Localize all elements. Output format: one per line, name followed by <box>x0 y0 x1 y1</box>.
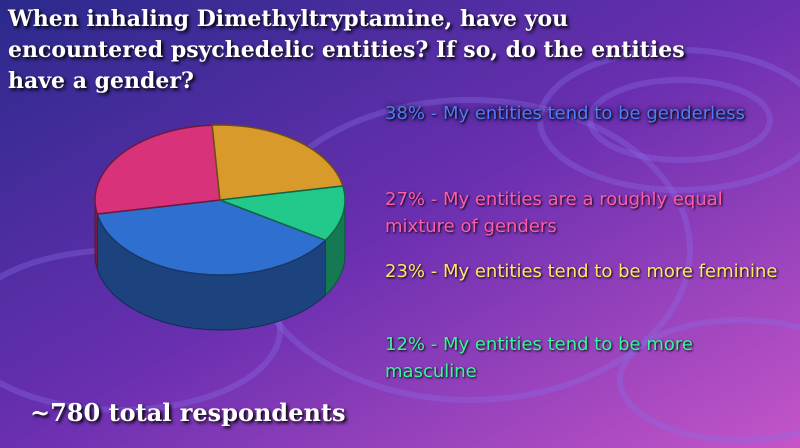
total-respondents: ~780 total respondents <box>30 398 346 427</box>
legend-genderless: 38% - My entities tend to be genderless <box>385 100 785 127</box>
chart-title: When inhaling Dimethyltryptamine, have y… <box>8 4 708 97</box>
legend-mixture: 27% - My entities are a roughly equal mi… <box>385 186 785 240</box>
legend-masculine: 12% - My entities tend to be more mascul… <box>385 331 785 385</box>
pie-chart <box>80 105 380 365</box>
legend-feminine: 23% - My entities tend to be more femini… <box>385 258 785 285</box>
pie-slice-genders <box>95 125 220 214</box>
